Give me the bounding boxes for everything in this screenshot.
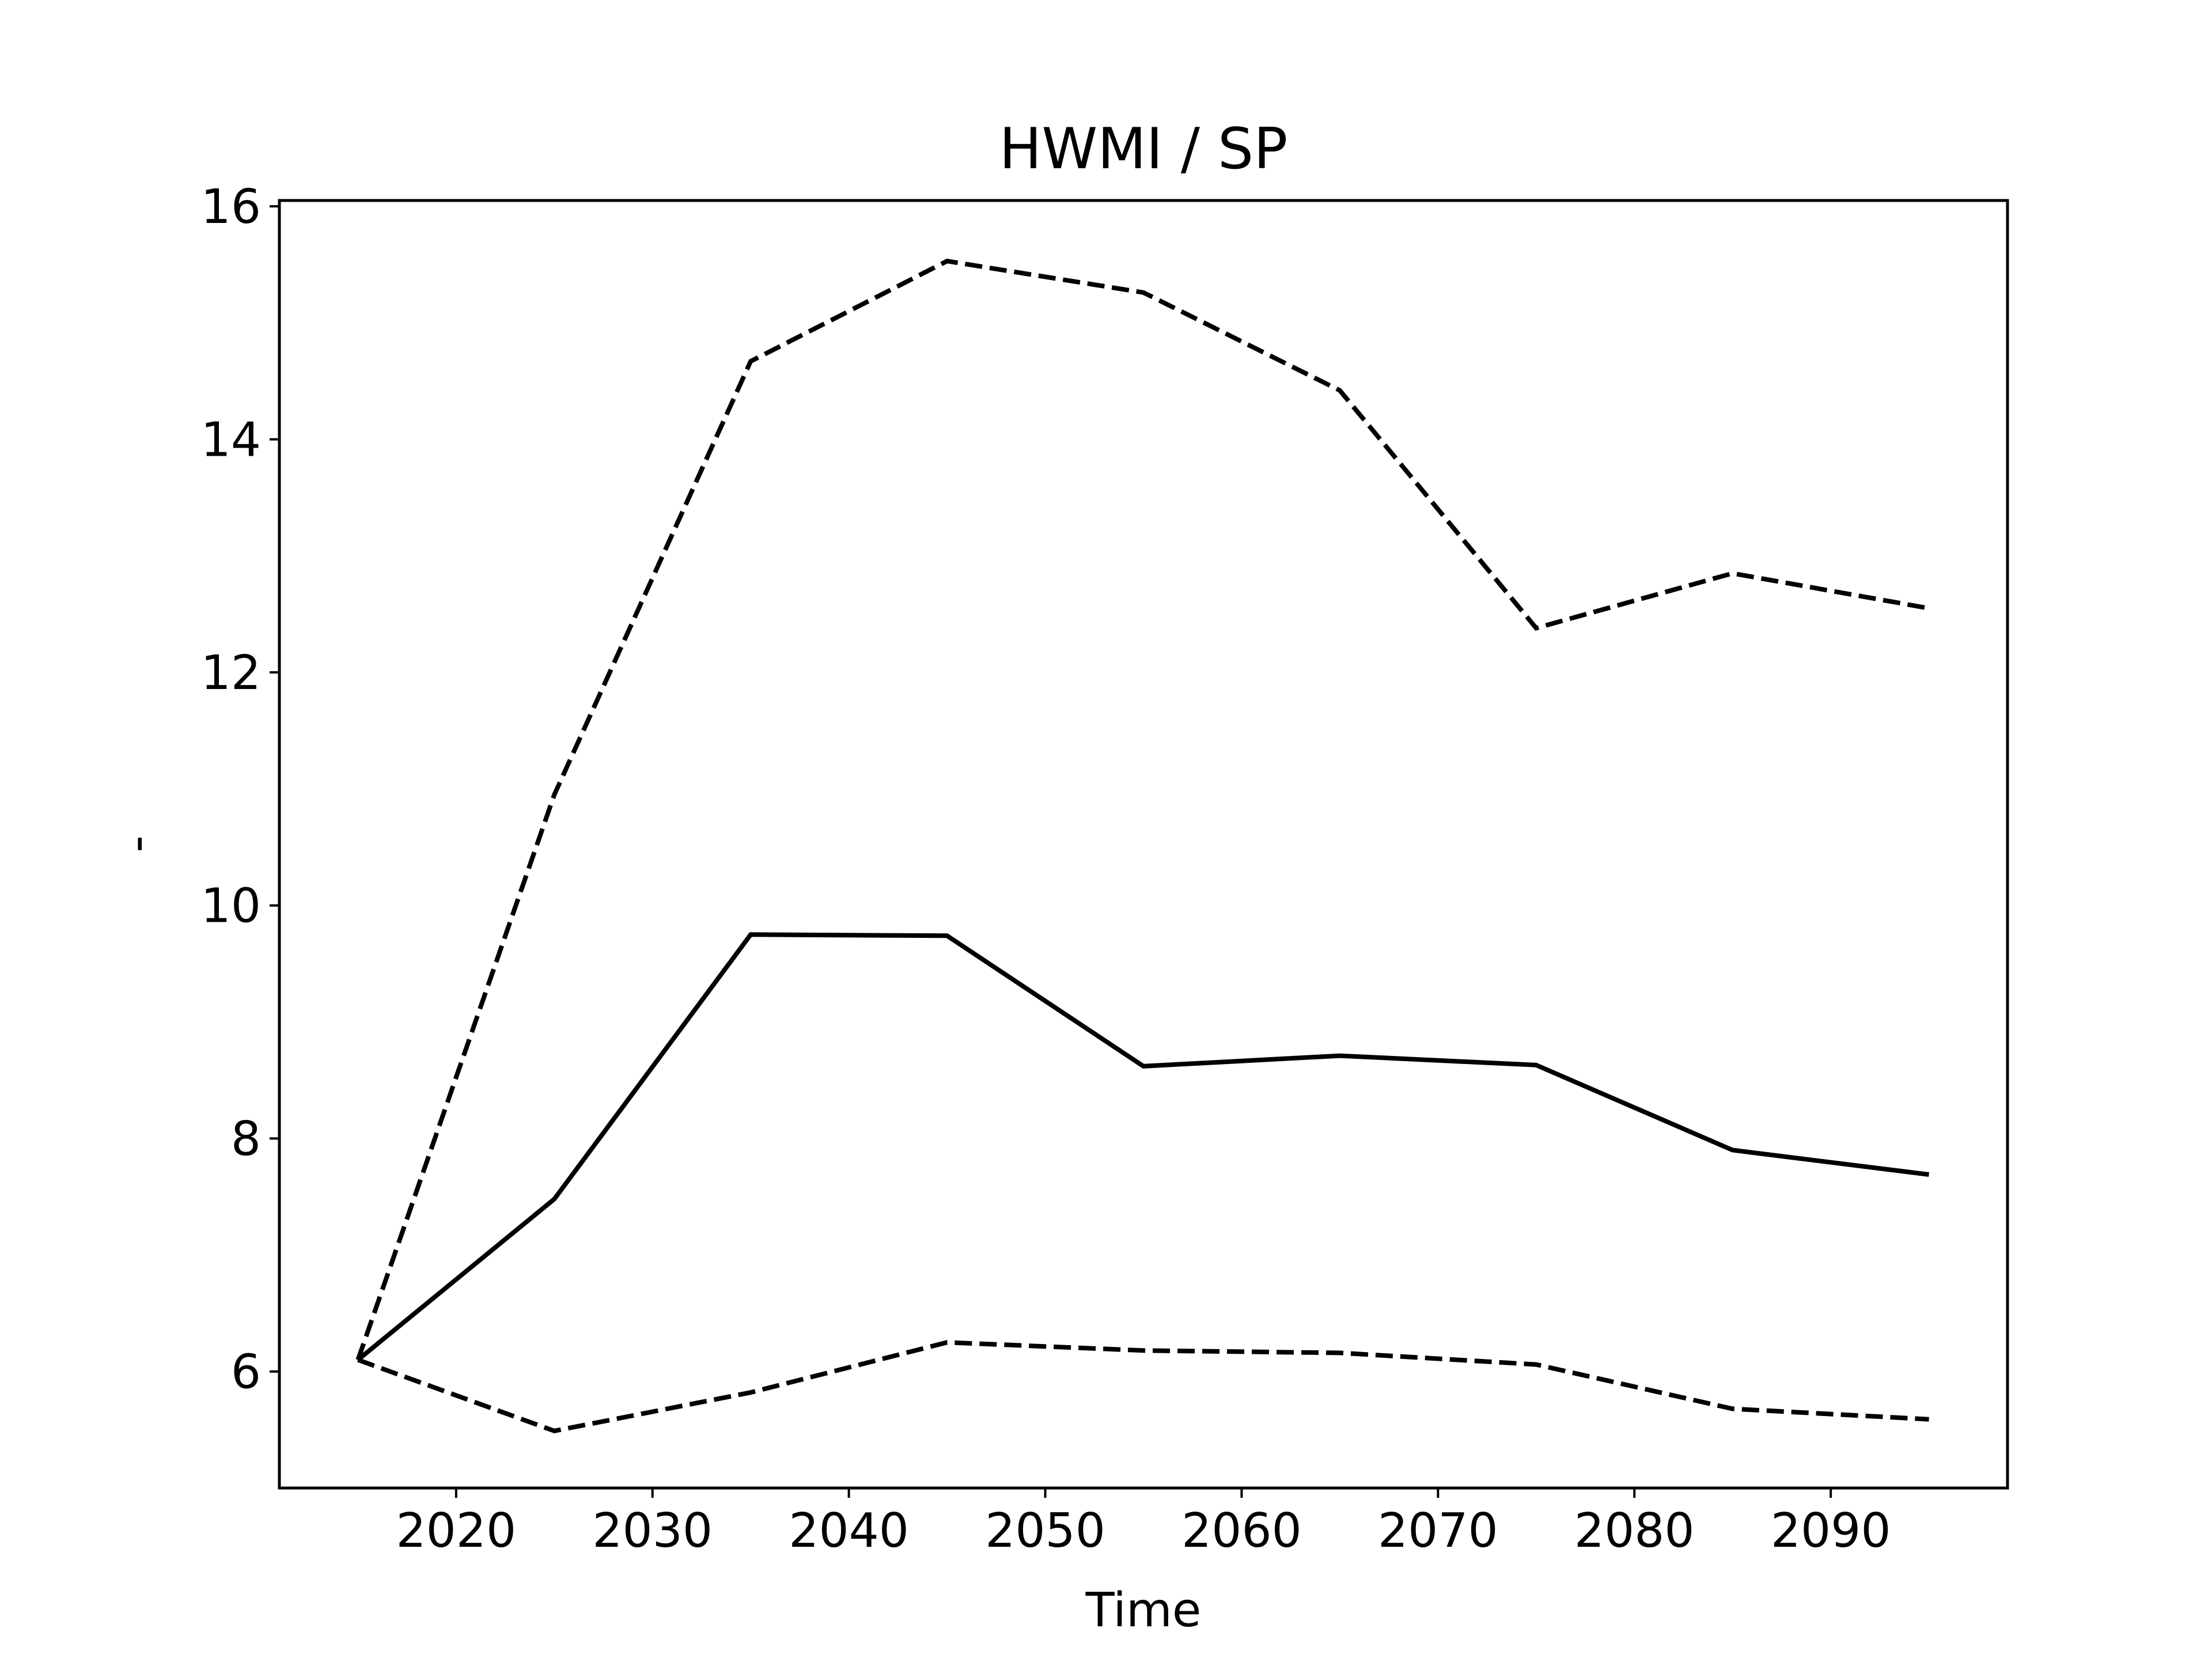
x-tick-label: 2040 (789, 1504, 909, 1558)
series-line-1 (355, 259, 1930, 1361)
y-axis: 6 8 10 12 14 16 (201, 180, 279, 1400)
y-axis-label: - (109, 835, 164, 853)
y-tick-label: 10 (201, 879, 261, 934)
plot-frame (278, 199, 2009, 1490)
x-axis: 2020 2030 2040 2050 2060 2070 2080 2090 (396, 1488, 1891, 1558)
x-tick-label: 2050 (985, 1504, 1105, 1558)
series-line-2 (356, 932, 1930, 1362)
y-tick-label: 8 (231, 1112, 261, 1167)
y-tick-label: 6 (231, 1345, 261, 1400)
y-tick-label: 12 (201, 646, 261, 701)
x-tick-label: 2080 (1574, 1504, 1695, 1558)
x-tick-label: 2060 (1181, 1504, 1302, 1558)
series-layer (355, 259, 1930, 1434)
x-tick-label: 2070 (1378, 1504, 1498, 1558)
chart-title: HWMI / SP (999, 116, 1288, 182)
x-tick-label: 2090 (1771, 1504, 1891, 1558)
series-line-3 (357, 1340, 1929, 1434)
x-tick-label: 2020 (396, 1504, 516, 1558)
y-tick-label: 14 (201, 413, 261, 468)
x-axis-label: Time (1085, 1583, 1202, 1638)
x-tick-label: 2030 (592, 1504, 713, 1558)
y-tick-label: 16 (201, 180, 261, 234)
